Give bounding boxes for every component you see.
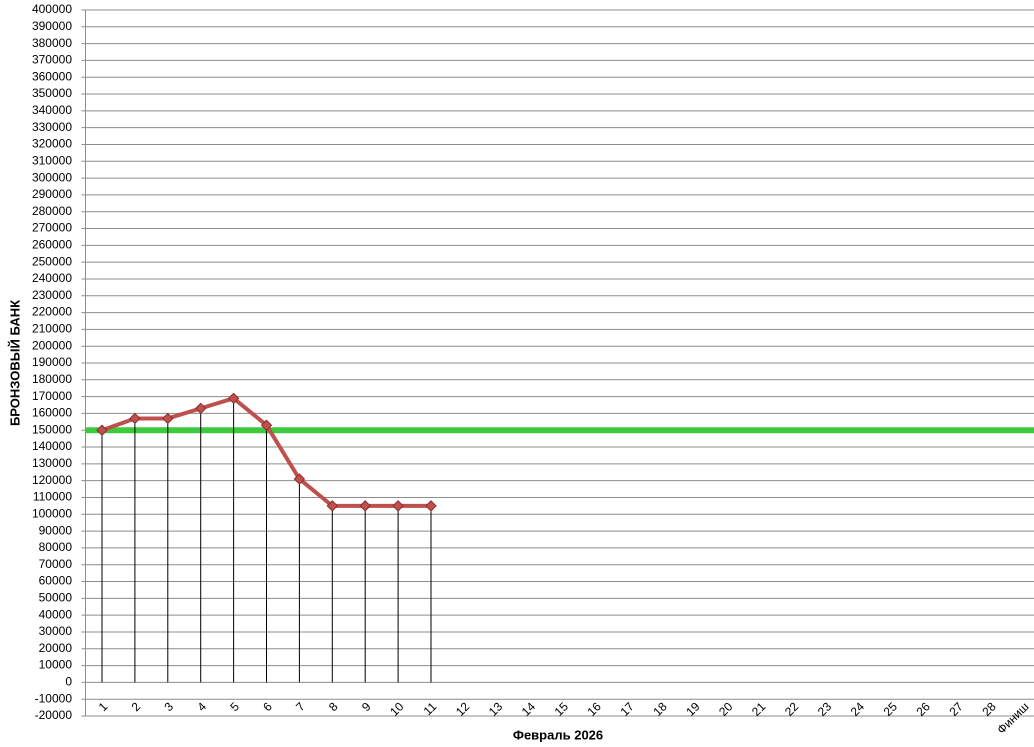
data-point — [162, 412, 174, 425]
y-tick-label: 300000 — [32, 170, 72, 184]
y-tick-label: 70000 — [39, 557, 73, 571]
y-tick-label: 120000 — [32, 473, 72, 487]
y-tick-label: 150000 — [32, 422, 72, 436]
y-tick-label: 240000 — [32, 271, 72, 285]
x-tick-label: 4 — [194, 699, 209, 714]
y-tick-label: 170000 — [32, 389, 72, 403]
y-tick-label: 260000 — [32, 238, 72, 252]
y-tick-label: 0 — [65, 675, 72, 689]
data-point — [359, 500, 371, 512]
y-tick-label: 100000 — [32, 506, 72, 520]
data-point — [194, 402, 207, 415]
y-tick-label: 220000 — [32, 305, 72, 319]
y-tick-label: 60000 — [39, 574, 73, 588]
y-tick-label: 270000 — [32, 221, 72, 235]
data-point — [425, 500, 437, 512]
data-point — [392, 500, 404, 512]
x-tick-label: Финиш — [994, 699, 1031, 736]
x-tick-label: 8 — [326, 699, 341, 714]
y-tick-label: 390000 — [32, 19, 72, 33]
y-tick-label: 290000 — [32, 187, 72, 201]
y-tick-label: 310000 — [32, 153, 72, 167]
x-tick-label: 5 — [227, 699, 242, 714]
y-tick-label: -20000 — [35, 708, 73, 722]
y-tick-label: 320000 — [32, 137, 72, 151]
data-point — [326, 500, 339, 512]
y-tick-label: 400000 — [32, 2, 72, 16]
y-tick-label: 200000 — [32, 338, 72, 352]
y-tick-label: 370000 — [32, 53, 72, 67]
y-tick-label: 110000 — [33, 490, 72, 504]
y-tick-label: 10000 — [39, 658, 73, 672]
y-tick-label: 180000 — [32, 372, 72, 386]
data-point — [260, 419, 273, 431]
y-tick-label: 130000 — [32, 456, 72, 470]
y-tick-label: 360000 — [32, 69, 72, 83]
y-tick-label: 280000 — [32, 204, 72, 218]
y-tick-label: 50000 — [39, 591, 73, 605]
data-point — [96, 424, 108, 436]
x-tick-label: 7 — [293, 699, 308, 714]
y-tick-label: 340000 — [32, 103, 72, 117]
x-tick-label: 6 — [260, 699, 275, 714]
y-tick-label: 330000 — [32, 120, 72, 134]
x-tick-label: 1 — [96, 699, 111, 714]
y-tick-label: 250000 — [32, 254, 72, 268]
x-axis-title: Февраль 2026 — [513, 727, 603, 742]
data-point — [293, 473, 306, 485]
data-point — [227, 392, 240, 405]
y-tick-label: 90000 — [39, 523, 73, 537]
y-tick-label: 190000 — [32, 355, 72, 369]
y-tick-label: 80000 — [39, 540, 73, 554]
y-tick-label: 350000 — [32, 86, 72, 100]
data-point — [129, 412, 141, 425]
y-tick-label: 210000 — [32, 322, 72, 336]
y-tick-label: -10000 — [35, 691, 73, 705]
y-tick-label: 380000 — [32, 36, 72, 50]
y-axis-title: БРОНЗОВЫЙ БАНК — [7, 300, 22, 426]
y-tick-label: 20000 — [39, 641, 73, 655]
y-tick-label: 30000 — [39, 624, 73, 638]
x-tick-label: 9 — [359, 699, 374, 714]
y-tick-label: 140000 — [32, 439, 72, 453]
x-tick-label: 11 — [421, 699, 440, 718]
y-tick-label: 230000 — [32, 288, 72, 302]
x-tick-label: 2 — [129, 699, 144, 714]
x-tick-label: 3 — [162, 699, 177, 714]
y-tick-label: 160000 — [32, 406, 72, 420]
y-tick-label: 40000 — [39, 607, 73, 621]
